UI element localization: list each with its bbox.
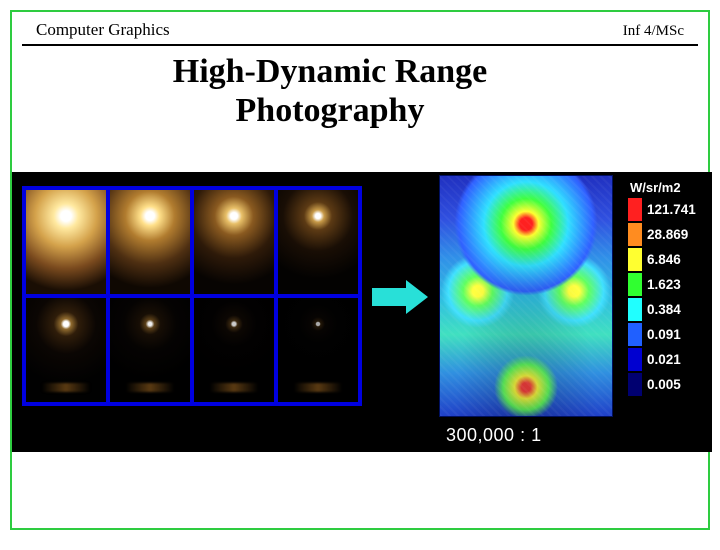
legend-value: 0.091 [647,327,681,342]
color-legend: W/sr/m2 121.741 28.869 6.846 1.623 0.384 0.09… [624,176,706,416]
header-course: Computer Graphics [36,20,170,40]
legend-entry: 121.741 [628,197,702,222]
legend-value: 121.741 [647,202,696,217]
legend-unit: W/sr/m2 [630,180,702,195]
exposure-thumb [194,298,274,402]
legend-value: 28.869 [647,227,688,242]
legend-swatch [628,248,642,271]
header-level: Inf 4/MSc [623,23,684,40]
legend-entry: 1.623 [628,272,702,297]
exposure-thumb [26,298,106,402]
title-line-1: High-Dynamic Range [0,52,708,91]
exposure-thumb [278,190,358,294]
slide-title: High-Dynamic Range Photography [0,52,708,130]
legend-value: 6.846 [647,252,681,267]
legend-value: 1.623 [647,277,681,292]
exposure-thumb [278,298,358,402]
radiance-map [440,176,612,416]
legend-swatch [628,298,642,321]
hdr-figure: W/sr/m2 121.741 28.869 6.846 1.623 0.384 0.09… [12,172,712,452]
exposure-thumb [110,298,190,402]
legend-swatch [628,273,642,296]
slide-frame: Computer Graphics Inf 4/MSc High-Dynamic… [10,10,710,530]
legend-swatch [628,348,642,371]
title-line-2: Photography [0,91,708,130]
legend-entry: 0.005 [628,372,702,397]
exposure-thumb [26,190,106,294]
legend-entry: 0.384 [628,297,702,322]
legend-swatch [628,223,642,246]
legend-swatch [628,198,642,221]
legend-entry: 28.869 [628,222,702,247]
dynamic-range-ratio: 300,000 : 1 [446,425,542,446]
legend-value: 0.005 [647,377,681,392]
legend-swatch [628,373,642,396]
exposure-thumb [110,190,190,294]
legend-swatch [628,323,642,346]
legend-value: 0.384 [647,302,681,317]
arrow-icon [372,280,428,314]
legend-value: 0.021 [647,352,681,367]
exposure-thumb [194,190,274,294]
legend-entry: 0.021 [628,347,702,372]
slide-header: Computer Graphics Inf 4/MSc [22,12,698,46]
legend-entry: 0.091 [628,322,702,347]
legend-entry: 6.846 [628,247,702,272]
exposure-grid [22,186,362,406]
